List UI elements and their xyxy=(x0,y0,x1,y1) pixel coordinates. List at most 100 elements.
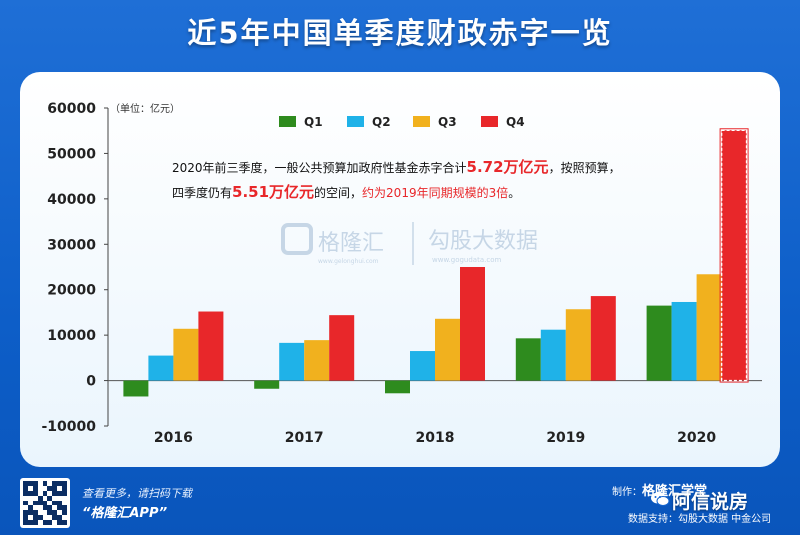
qr-cell xyxy=(23,485,28,491)
x-tick-label: 2017 xyxy=(285,430,324,446)
qr-cell xyxy=(57,481,63,486)
legend-swatch-q2 xyxy=(347,116,364,127)
qr-cell xyxy=(27,505,33,511)
qr-cell xyxy=(42,481,48,486)
legend-label-q2: Q2 xyxy=(372,115,391,129)
qr-cell xyxy=(42,500,48,506)
watermark: 格隆汇 www.gelonghui.com 勾股大数据 www.gogudata… xyxy=(281,222,538,265)
annotation-line1-a: 2020年前三季度，一般公共预算加政府性基金赤字合计 xyxy=(172,160,467,175)
maker-prefix: 制作： xyxy=(612,487,642,498)
bar-2017-q1 xyxy=(254,380,280,389)
bar-2016-q1 xyxy=(123,380,149,397)
qr-cell xyxy=(23,500,28,506)
bar-2018-q4 xyxy=(460,267,485,381)
qr-cell xyxy=(27,490,33,496)
app-name: “格隆汇APP” xyxy=(82,506,168,521)
bar-2019-q2 xyxy=(540,329,566,381)
annotation-line2-a: 四季度仍有 xyxy=(172,185,232,200)
qr-cell xyxy=(23,520,28,525)
qr-cell xyxy=(32,485,38,491)
legend-swatch-q1 xyxy=(279,116,296,127)
bar-2019-q4 xyxy=(590,296,616,381)
bar-2018-q1 xyxy=(385,380,410,394)
y-tick-label: 30000 xyxy=(47,237,96,253)
watermark-logo-icon xyxy=(281,223,313,255)
bar-2020-q1 xyxy=(646,305,672,381)
legend-swatch-q3 xyxy=(413,116,430,127)
qr-cell xyxy=(23,490,28,496)
bar-2020-q4 xyxy=(720,129,748,382)
qr-cell xyxy=(37,500,43,506)
legend: Q1 Q2 Q3 Q4 xyxy=(279,115,525,129)
qr-cell xyxy=(27,520,33,525)
data-support: 数据支持：勾股大数据 中金公司 xyxy=(628,514,772,525)
qr-cell xyxy=(23,481,28,486)
x-tick-label: 2016 xyxy=(154,430,193,446)
qr-cell xyxy=(32,500,38,506)
qr-cell xyxy=(47,495,53,501)
qr-code-icon[interactable] xyxy=(20,478,70,528)
legend-label-q3: Q3 xyxy=(438,115,457,129)
bar-2020-q2 xyxy=(671,301,697,381)
legend-swatch-q4 xyxy=(481,116,498,127)
y-tick-label: 60000 xyxy=(47,101,96,117)
watermark-left-url: www.gelonghui.com xyxy=(318,258,379,265)
bar-2019-q3 xyxy=(565,309,591,381)
annotation-line-1: 2020年前三季度，一般公共预算加政府性基金赤字合计5.72万亿元，按照预算， xyxy=(172,158,621,176)
y-tick-label: 10000 xyxy=(47,328,96,344)
page-title: 近5年中国单季度财政赤字一览 xyxy=(187,16,613,50)
projected-bar-outline xyxy=(719,128,749,383)
qr-cell xyxy=(57,505,63,511)
annotation-line1-b: 5.72万亿元 xyxy=(467,158,549,176)
qr-cell xyxy=(62,510,67,516)
qr-cell xyxy=(27,510,33,516)
y-tick-label: 20000 xyxy=(47,283,96,299)
qr-cell xyxy=(52,481,58,486)
qr-cell xyxy=(47,505,53,511)
wechat-icon xyxy=(651,492,670,506)
x-tick-label: 2019 xyxy=(546,430,585,446)
qr-cell xyxy=(57,515,63,521)
qr-cell xyxy=(37,495,43,501)
wechat-account: 阿信说房 xyxy=(672,491,749,513)
qr-cell xyxy=(37,515,43,521)
qr-cell xyxy=(32,510,38,516)
qr-cell xyxy=(57,520,63,525)
x-tick-label: 2018 xyxy=(416,430,455,446)
bar-2017-q4 xyxy=(329,315,355,381)
qr-cell xyxy=(27,481,33,486)
qr-cell xyxy=(47,510,53,516)
qr-cell xyxy=(32,490,38,496)
qr-cell xyxy=(52,515,58,521)
bar-2017-q2 xyxy=(279,342,305,381)
y-tick-label: -10000 xyxy=(41,419,96,435)
unit-label: （单位：亿元） xyxy=(110,102,180,115)
bar-2018-q2 xyxy=(410,351,435,381)
qr-cell xyxy=(62,490,67,496)
y-tick-label: 0 xyxy=(86,374,96,390)
qr-cell xyxy=(47,485,53,491)
bars xyxy=(123,128,749,397)
qr-cell xyxy=(42,490,48,496)
qr-cell xyxy=(52,485,58,491)
qr-cell xyxy=(42,520,48,525)
qr-cell xyxy=(32,481,38,486)
y-tick-label: 40000 xyxy=(47,192,96,208)
watermark-left-name: 格隆汇 xyxy=(318,231,384,256)
watermark-right-url: www.gogudata.com xyxy=(432,256,501,264)
annotation-line2-c: 的空间， xyxy=(314,185,362,200)
bar-2018-q3 xyxy=(435,318,460,381)
qr-cell xyxy=(57,490,63,496)
qr-cell xyxy=(42,505,48,511)
y-tick-label: 50000 xyxy=(47,146,96,162)
annotation-line-2: 四季度仍有5.51万亿元的空间，约为2019年同期规模的3倍。 xyxy=(172,183,520,201)
qr-cell xyxy=(23,510,28,516)
qr-cell xyxy=(62,485,67,491)
qr-cell xyxy=(32,515,38,521)
qr-cell xyxy=(52,510,58,516)
scan-prompt: 查看更多，请扫码下载 xyxy=(82,487,192,500)
bar-2017-q3 xyxy=(304,340,330,381)
bar-2020-q3 xyxy=(696,274,722,381)
